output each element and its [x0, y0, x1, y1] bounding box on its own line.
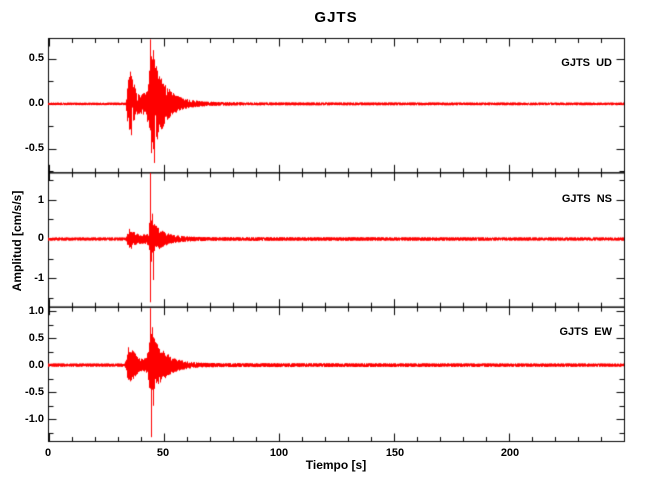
- chart-title: GJTS: [314, 9, 358, 26]
- x-tick-label: 150: [385, 447, 405, 459]
- y-tick-label: -0.5: [25, 386, 44, 398]
- y-tick-label: 0.0: [28, 359, 44, 371]
- x-tick-label: 0: [44, 447, 52, 459]
- x-tick-label: 100: [269, 447, 289, 459]
- y-tick-label: 0.5: [28, 332, 44, 344]
- x-tick-label: 50: [156, 447, 170, 459]
- y-tick-label: -1.0: [25, 413, 44, 425]
- y-tick-label: -0.5: [25, 142, 44, 154]
- x-tick-label: 200: [500, 447, 520, 459]
- y-tick-label: 1: [37, 194, 44, 206]
- series-label-ns: GJTS NS: [561, 193, 612, 205]
- y-tick-label: -1: [34, 272, 44, 284]
- y-tick-label: 1.0: [28, 305, 44, 317]
- y-tick-label: 0.0: [28, 97, 44, 109]
- y-tick-label: 0: [37, 232, 44, 244]
- y-tick-label: 0.5: [28, 52, 44, 64]
- series-label-ew: GJTS EW: [559, 326, 612, 338]
- x-axis-title: Tiempo [s]: [305, 458, 367, 472]
- series-label-ud: GJTS UD: [561, 57, 612, 69]
